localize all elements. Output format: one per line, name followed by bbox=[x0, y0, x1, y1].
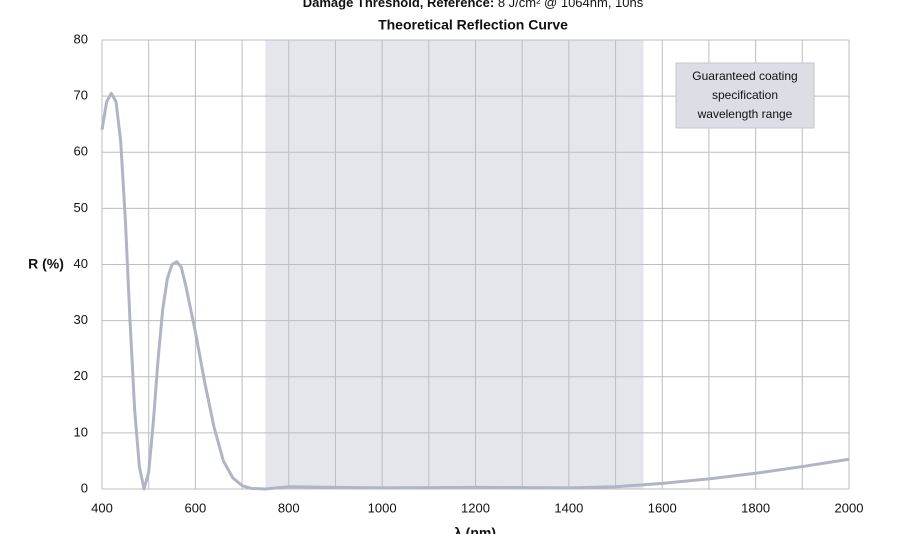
annotation-text: Guaranteed coating bbox=[692, 69, 797, 83]
curve bbox=[100, 91, 850, 491]
y-tick-label: 30 bbox=[74, 312, 88, 327]
y-tick-label: 0 bbox=[81, 480, 88, 495]
x-tick-label: 1400 bbox=[554, 500, 583, 515]
annotation-text: specification bbox=[712, 88, 778, 102]
x-tick-label: 600 bbox=[185, 500, 207, 515]
x-tick-label: 1800 bbox=[741, 500, 770, 515]
y-tick-label: 10 bbox=[74, 424, 88, 439]
pretitle-value: 8 J/cm² @ 1064nm, 10ns bbox=[498, 0, 644, 10]
y-tick-label: 20 bbox=[74, 368, 88, 383]
x-tick-label: 800 bbox=[278, 500, 300, 515]
annotation-box bbox=[675, 62, 815, 129]
x-axis-label: λ (nm) bbox=[454, 525, 496, 534]
y-tick-label: 50 bbox=[74, 200, 88, 215]
x-tick-label: 400 bbox=[91, 500, 113, 515]
pretitle-label: Damage Threshold, Reference: bbox=[303, 0, 494, 10]
pretitle: Damage Threshold, Reference: 8 J/cm² @ 1… bbox=[303, 0, 644, 10]
x-tick-label: 1000 bbox=[368, 500, 397, 515]
annotation-text: wavelength range bbox=[697, 107, 793, 121]
x-tick-label: 2000 bbox=[835, 500, 864, 515]
y-tick-label: 40 bbox=[74, 256, 88, 271]
chart-title: Theoretical Reflection Curve bbox=[378, 17, 568, 33]
y-tick-label: 60 bbox=[74, 144, 88, 159]
x-tick-label: 1200 bbox=[461, 500, 490, 515]
x-tick-label: 1600 bbox=[648, 500, 677, 515]
y-tick-label: 80 bbox=[74, 31, 88, 46]
y-tick-label: 70 bbox=[74, 88, 88, 103]
y-axis-label: R (%) bbox=[28, 256, 64, 272]
